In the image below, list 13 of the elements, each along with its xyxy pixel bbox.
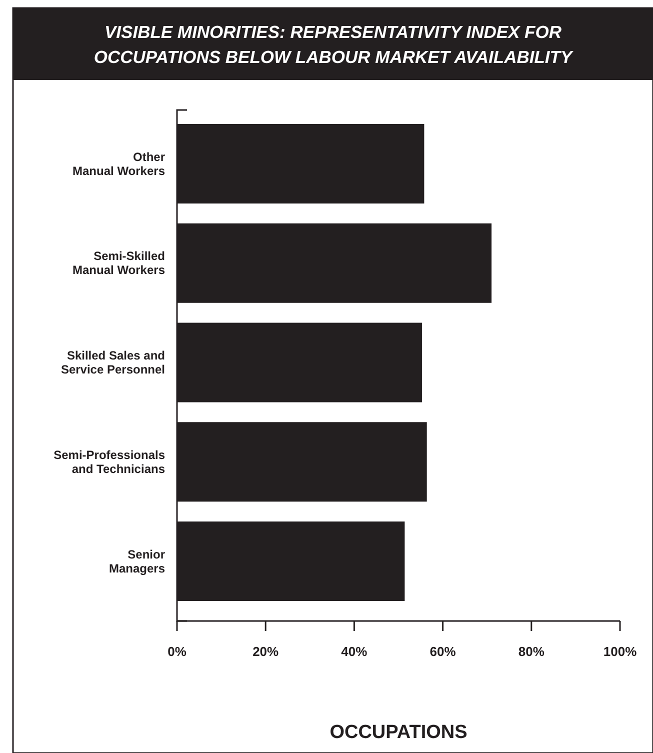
x-axis-title: OCCUPATIONS (330, 722, 468, 743)
y-tick-label: Senior Managers (108, 547, 166, 576)
y-tick-label: Skilled Sales and Service Personnel (60, 348, 165, 376)
x-tick-label: 20% (252, 644, 280, 659)
x-tick-label: 100% (603, 644, 638, 659)
x-tick-label: 40% (341, 644, 368, 659)
y-tick-label: Other Manual Workers (72, 150, 166, 178)
x-tick-label: 80% (518, 644, 545, 659)
chart-title: VISIBLE MINORITIES: REPRESENTATIVITY INDEX FOR OCCUPATIONS BELOW LABOUR MARKET AVAILABILITY (94, 22, 574, 67)
x-tick-label: 0% (168, 644, 187, 659)
y-tick-label: Semi-Professionals and Technicians (54, 448, 166, 476)
y-tick-label: Semi-Skilled Manual Workers (72, 249, 166, 278)
x-tick-label: 60% (430, 644, 456, 659)
